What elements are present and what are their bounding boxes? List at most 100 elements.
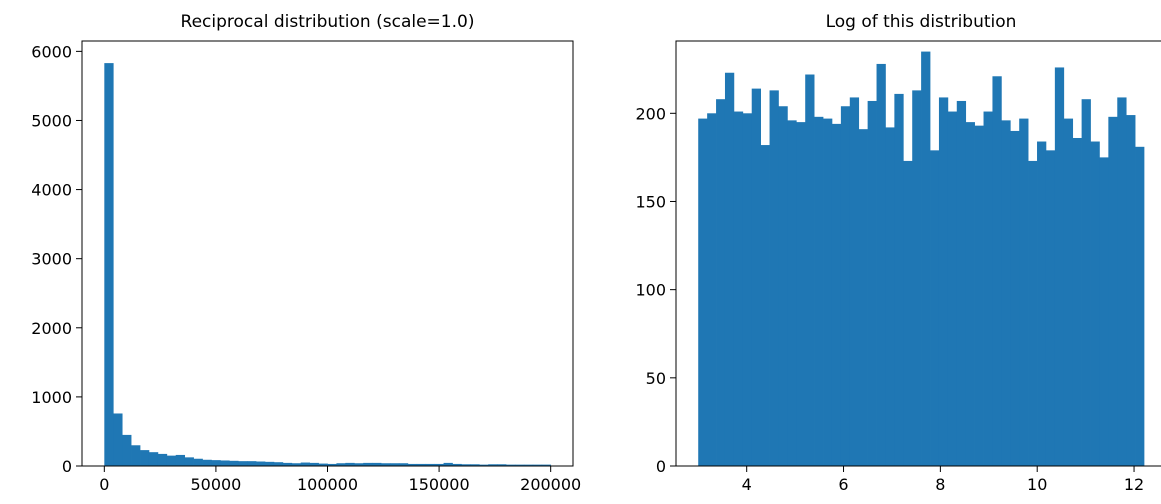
histogram-bar xyxy=(184,457,194,466)
histogram-bar xyxy=(930,150,940,466)
histogram-bars xyxy=(104,63,552,467)
y-tick-label: 0 xyxy=(656,457,666,476)
x-tick-label: 10 xyxy=(1027,475,1047,494)
histogram-bar xyxy=(1135,146,1145,466)
histogram-bar xyxy=(1001,120,1011,467)
histogram-bar xyxy=(131,445,141,466)
y-tick-label: 200 xyxy=(635,104,666,123)
x-tick-label: 200000 xyxy=(520,475,581,494)
histogram-bar xyxy=(1108,116,1118,466)
log-histogram-panel: Log of this distribution 4 6 8 10 12 0 50 100 1… xyxy=(635,12,1161,494)
x-axis-ticks: 0 50000 100000 150000 200000 xyxy=(99,466,581,494)
histogram-bar xyxy=(291,463,302,466)
histogram-bar xyxy=(894,93,904,467)
histogram-bar xyxy=(265,461,275,466)
histogram-bar xyxy=(787,120,797,467)
histogram-bar xyxy=(461,464,471,466)
histogram-bar xyxy=(202,459,212,466)
histogram-bar xyxy=(760,145,770,467)
histogram-bar xyxy=(122,434,132,466)
histogram-bar xyxy=(805,74,815,466)
histogram-bar xyxy=(1090,141,1100,466)
chart-title: Reciprocal distribution (scale=1.0) xyxy=(181,12,475,32)
y-tick-label: 4000 xyxy=(31,181,72,200)
histogram-bar xyxy=(1010,130,1020,466)
histogram-bar xyxy=(541,464,552,466)
histogram-bar xyxy=(514,464,525,466)
x-tick-label: 8 xyxy=(935,475,945,494)
histogram-bar xyxy=(327,463,337,466)
y-tick-label: 100 xyxy=(635,281,666,300)
histogram-bar xyxy=(840,106,851,466)
histogram-bar xyxy=(309,462,319,466)
histogram-bar xyxy=(532,464,543,466)
histogram-bar xyxy=(488,464,498,466)
histogram-bar xyxy=(506,464,516,466)
y-tick-label: 0 xyxy=(62,457,72,476)
histogram-bar xyxy=(733,111,744,466)
histogram-bar xyxy=(1063,118,1074,466)
histogram-bar xyxy=(193,458,203,466)
histogram-bar xyxy=(992,76,1002,467)
histogram-bar xyxy=(912,90,922,466)
histogram-bar xyxy=(876,63,886,467)
x-tick-label: 4 xyxy=(742,475,752,494)
histogram-bar xyxy=(300,462,310,466)
histogram-bar xyxy=(148,452,159,466)
x-tick-label: 100000 xyxy=(297,475,358,494)
histogram-bar xyxy=(938,97,949,467)
histogram-bar xyxy=(220,460,230,466)
histogram-bar xyxy=(157,453,168,466)
histogram-bar xyxy=(282,462,293,466)
histogram-bar xyxy=(523,464,534,466)
histogram-bar xyxy=(903,160,913,467)
reciprocal-histogram-panel: Reciprocal distribution (scale=1.0) 0 500… xyxy=(31,12,581,494)
histogram-bar xyxy=(229,460,239,466)
histogram-bar xyxy=(1072,137,1082,467)
histogram-bar xyxy=(796,122,806,467)
histogram-bar xyxy=(452,463,462,466)
histogram-bar xyxy=(247,461,257,466)
y-tick-label: 6000 xyxy=(31,42,72,61)
histogram-bar xyxy=(823,118,833,466)
histogram-bar xyxy=(1054,67,1065,466)
histogram-bar xyxy=(354,463,364,466)
histogram-bar xyxy=(849,97,860,467)
histogram-bar xyxy=(416,463,427,466)
histogram-bar xyxy=(273,462,284,466)
histogram-bar xyxy=(885,127,895,466)
histogram-bar xyxy=(1028,160,1038,467)
plot-frame xyxy=(675,40,1161,467)
histogram-bar xyxy=(479,464,489,466)
histogram-bar xyxy=(166,455,177,466)
histogram-bar xyxy=(947,111,958,466)
histogram-bar xyxy=(974,125,984,467)
histogram-bar xyxy=(707,113,717,467)
histogram-bar xyxy=(716,99,726,466)
histogram-bar xyxy=(318,463,328,466)
x-tick-label: 12 xyxy=(1124,475,1144,494)
histogram-bar xyxy=(443,462,453,466)
histogram-bar xyxy=(751,88,761,467)
y-tick-label: 5000 xyxy=(31,111,72,130)
histogram-bar xyxy=(778,106,788,466)
histogram-bars xyxy=(698,51,1145,467)
x-tick-label: 150000 xyxy=(409,475,470,494)
histogram-bar xyxy=(372,462,382,466)
y-tick-label: 1000 xyxy=(31,388,72,407)
x-axis-ticks: 4 6 8 10 12 xyxy=(742,466,1144,494)
y-axis-ticks: 0 1000 2000 3000 4000 5000 6000 xyxy=(31,42,82,476)
histogram-bar xyxy=(742,113,753,467)
histogram-bar xyxy=(381,463,391,466)
histogram-bar xyxy=(867,100,877,467)
histogram-bar xyxy=(140,450,150,466)
histogram-bar xyxy=(211,460,221,466)
histogram-bar xyxy=(238,461,248,466)
histogram-bar xyxy=(407,463,418,466)
histogram-bar xyxy=(336,463,346,466)
histogram-bar xyxy=(698,118,708,466)
histogram-bar xyxy=(1045,150,1056,466)
histogram-bar xyxy=(1099,157,1109,466)
y-tick-label: 50 xyxy=(646,369,666,388)
